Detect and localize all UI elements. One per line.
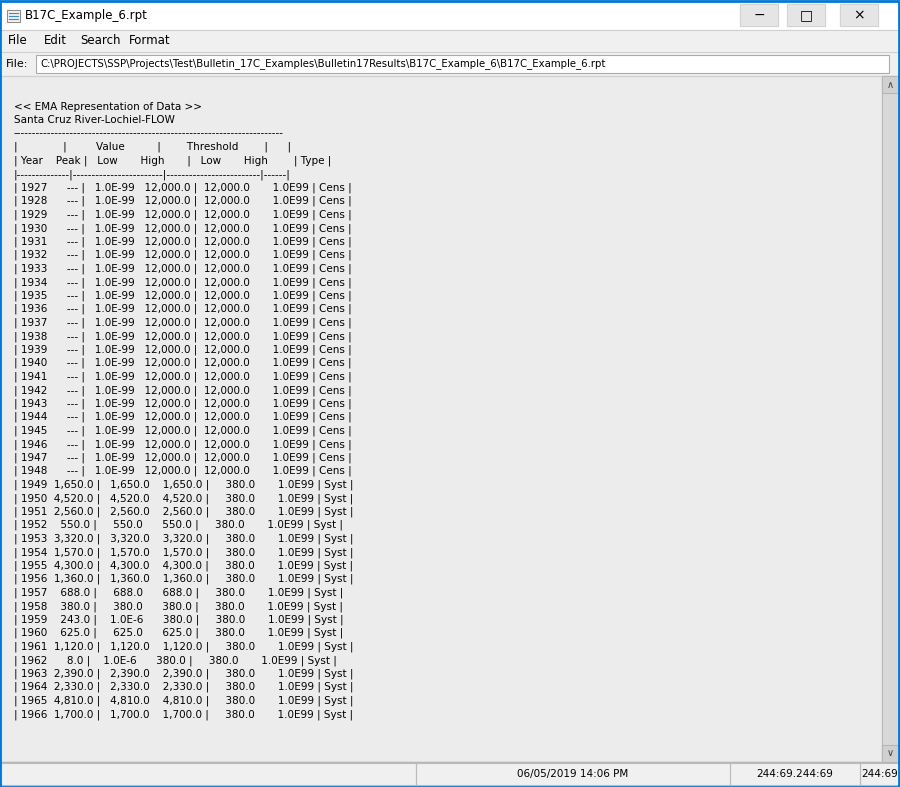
Text: | 1954  1,570.0 |   1,570.0    1,570.0 |     380.0       1.0E99 | Syst |: | 1954 1,570.0 | 1,570.0 1,570.0 | 380.0… xyxy=(14,547,354,557)
Text: | 1950  4,520.0 |   4,520.0    4,520.0 |     380.0       1.0E99 | Syst |: | 1950 4,520.0 | 4,520.0 4,520.0 | 380.0… xyxy=(14,493,354,504)
Text: | 1945      --- |   1.0E-99   12,000.0 |  12,000.0       1.0E99 | Cens |: | 1945 --- | 1.0E-99 12,000.0 | 12,000.0… xyxy=(14,426,352,436)
Text: | 1957    688.0 |     688.0      688.0 |     380.0       1.0E99 | Syst |: | 1957 688.0 | 688.0 688.0 | 380.0 1.0E9… xyxy=(14,588,344,598)
Text: File: File xyxy=(8,35,28,47)
Bar xyxy=(860,763,899,785)
Text: | 1960    625.0 |     625.0      625.0 |     380.0       1.0E99 | Syst |: | 1960 625.0 | 625.0 625.0 | 380.0 1.0E9… xyxy=(14,628,343,638)
Text: | 1937      --- |   1.0E-99   12,000.0 |  12,000.0       1.0E99 | Cens |: | 1937 --- | 1.0E-99 12,000.0 | 12,000.0… xyxy=(14,317,352,328)
Bar xyxy=(730,763,860,785)
Text: | 1951  2,560.0 |   2,560.0    2,560.0 |     380.0       1.0E99 | Syst |: | 1951 2,560.0 | 2,560.0 2,560.0 | 380.0… xyxy=(14,507,354,517)
Bar xyxy=(1,763,416,785)
Text: | 1931      --- |   1.0E-99   12,000.0 |  12,000.0       1.0E99 | Cens |: | 1931 --- | 1.0E-99 12,000.0 | 12,000.0… xyxy=(14,237,352,247)
Bar xyxy=(787,4,825,26)
Text: | Year    Peak |   Low       High       |   Low       High        | Type |: | Year Peak | Low High | Low High | Type… xyxy=(14,156,331,166)
Text: | 1927      --- |   1.0E-99   12,000.0 |  12,000.0       1.0E99 | Cens |: | 1927 --- | 1.0E-99 12,000.0 | 12,000.0… xyxy=(14,183,352,193)
Text: | 1941      --- |   1.0E-99   12,000.0 |  12,000.0       1.0E99 | Cens |: | 1941 --- | 1.0E-99 12,000.0 | 12,000.0… xyxy=(14,371,352,382)
Text: C:\PROJECTS\SSP\Projects\Test\Bulletin_17C_Examples\Bulletin17Results\B17C_Examp: C:\PROJECTS\SSP\Projects\Test\Bulletin_1… xyxy=(40,58,606,69)
Text: B17C_Example_6.rpt: B17C_Example_6.rpt xyxy=(25,9,148,21)
Bar xyxy=(1,76,882,762)
Text: | 1966  1,700.0 |   1,700.0    1,700.0 |     380.0       1.0E99 | Syst |: | 1966 1,700.0 | 1,700.0 1,700.0 | 380.0… xyxy=(14,709,353,719)
Text: | 1955  4,300.0 |   4,300.0    4,300.0 |     380.0       1.0E99 | Syst |: | 1955 4,300.0 | 4,300.0 4,300.0 | 380.0… xyxy=(14,560,353,571)
Text: | 1956  1,360.0 |   1,360.0    1,360.0 |     380.0       1.0E99 | Syst |: | 1956 1,360.0 | 1,360.0 1,360.0 | 380.0… xyxy=(14,574,354,585)
Text: << EMA Representation of Data >>: << EMA Representation of Data >> xyxy=(14,102,202,112)
Text: | 1936      --- |   1.0E-99   12,000.0 |  12,000.0       1.0E99 | Cens |: | 1936 --- | 1.0E-99 12,000.0 | 12,000.0… xyxy=(14,304,352,315)
Text: | 1932      --- |   1.0E-99   12,000.0 |  12,000.0       1.0E99 | Cens |: | 1932 --- | 1.0E-99 12,000.0 | 12,000.0… xyxy=(14,250,352,260)
Text: 244:69.244:69: 244:69.244:69 xyxy=(757,769,833,779)
Text: | 1947      --- |   1.0E-99   12,000.0 |  12,000.0       1.0E99 | Cens |: | 1947 --- | 1.0E-99 12,000.0 | 12,000.0… xyxy=(14,453,352,463)
Bar xyxy=(416,763,730,785)
Text: | 1961  1,120.0 |   1,120.0    1,120.0 |     380.0       1.0E99 | Syst |: | 1961 1,120.0 | 1,120.0 1,120.0 | 380.0… xyxy=(14,641,354,652)
Text: Edit: Edit xyxy=(44,35,67,47)
Text: Santa Cruz River-Lochiel-FLOW: Santa Cruz River-Lochiel-FLOW xyxy=(14,115,175,125)
Bar xyxy=(1,76,882,762)
Text: File:: File: xyxy=(6,59,29,69)
Bar xyxy=(740,4,778,26)
Bar xyxy=(740,4,778,26)
Text: |--------------|------------------------|-------------------------|------|: |--------------|------------------------… xyxy=(14,169,291,179)
Text: 06/05/2019 14:06 PM: 06/05/2019 14:06 PM xyxy=(518,769,628,779)
Bar xyxy=(882,76,899,762)
Bar xyxy=(7,10,20,22)
Text: | 1964  2,330.0 |   2,330.0    2,330.0 |     380.0       1.0E99 | Syst |: | 1964 2,330.0 | 2,330.0 2,330.0 | 380.0… xyxy=(14,682,354,693)
Bar xyxy=(860,763,899,785)
Bar xyxy=(1,1,899,30)
Text: −: − xyxy=(753,8,765,22)
Text: ×: × xyxy=(853,8,865,22)
Bar xyxy=(1,763,416,785)
Text: ∨: ∨ xyxy=(886,748,894,759)
Bar xyxy=(36,55,889,73)
Text: | 1953  3,320.0 |   3,320.0    3,320.0 |     380.0       1.0E99 | Syst |: | 1953 3,320.0 | 3,320.0 3,320.0 | 380.0… xyxy=(14,534,354,544)
Bar xyxy=(882,76,899,93)
Text: | 1934      --- |   1.0E-99   12,000.0 |  12,000.0       1.0E99 | Cens |: | 1934 --- | 1.0E-99 12,000.0 | 12,000.0… xyxy=(14,277,352,287)
Text: | 1958    380.0 |     380.0      380.0 |     380.0       1.0E99 | Syst |: | 1958 380.0 | 380.0 380.0 | 380.0 1.0E9… xyxy=(14,601,343,611)
Text: ------------------------------------------------------------------------: ----------------------------------------… xyxy=(14,128,284,139)
Text: □: □ xyxy=(799,8,813,22)
Bar xyxy=(1,52,899,76)
Text: | 1959    243.0 |    1.0E-6      380.0 |     380.0       1.0E99 | Syst |: | 1959 243.0 | 1.0E-6 380.0 | 380.0 1.0E… xyxy=(14,615,344,625)
Bar xyxy=(840,4,878,26)
Bar xyxy=(416,763,730,785)
Text: | 1944      --- |   1.0E-99   12,000.0 |  12,000.0       1.0E99 | Cens |: | 1944 --- | 1.0E-99 12,000.0 | 12,000.0… xyxy=(14,412,352,423)
Text: | 1938      --- |   1.0E-99   12,000.0 |  12,000.0       1.0E99 | Cens |: | 1938 --- | 1.0E-99 12,000.0 | 12,000.0… xyxy=(14,331,352,342)
Text: | 1952    550.0 |     550.0      550.0 |     380.0       1.0E99 | Syst |: | 1952 550.0 | 550.0 550.0 | 380.0 1.0E9… xyxy=(14,520,343,530)
Text: |              |         Value          |        Threshold        |      |: | | Value | Threshold | | xyxy=(14,142,291,153)
Text: | 1939      --- |   1.0E-99   12,000.0 |  12,000.0       1.0E99 | Cens |: | 1939 --- | 1.0E-99 12,000.0 | 12,000.0… xyxy=(14,345,352,355)
Text: 244:69: 244:69 xyxy=(861,769,898,779)
Text: | 1963  2,390.0 |   2,390.0    2,390.0 |     380.0       1.0E99 | Syst |: | 1963 2,390.0 | 2,390.0 2,390.0 | 380.0… xyxy=(14,668,354,679)
Text: | 1940      --- |   1.0E-99   12,000.0 |  12,000.0       1.0E99 | Cens |: | 1940 --- | 1.0E-99 12,000.0 | 12,000.0… xyxy=(14,358,352,368)
Text: | 1948      --- |   1.0E-99   12,000.0 |  12,000.0       1.0E99 | Cens |: | 1948 --- | 1.0E-99 12,000.0 | 12,000.0… xyxy=(14,466,352,476)
Bar xyxy=(730,763,860,785)
Text: | 1928      --- |   1.0E-99   12,000.0 |  12,000.0       1.0E99 | Cens |: | 1928 --- | 1.0E-99 12,000.0 | 12,000.0… xyxy=(14,196,352,206)
Text: | 1943      --- |   1.0E-99   12,000.0 |  12,000.0       1.0E99 | Cens |: | 1943 --- | 1.0E-99 12,000.0 | 12,000.0… xyxy=(14,398,352,409)
Text: | 1946      --- |   1.0E-99   12,000.0 |  12,000.0       1.0E99 | Cens |: | 1946 --- | 1.0E-99 12,000.0 | 12,000.0… xyxy=(14,439,352,449)
Bar xyxy=(787,4,825,26)
Bar xyxy=(840,4,878,26)
Text: | 1965  4,810.0 |   4,810.0    4,810.0 |     380.0       1.0E99 | Syst |: | 1965 4,810.0 | 4,810.0 4,810.0 | 380.0… xyxy=(14,696,354,706)
Bar xyxy=(36,55,889,73)
Bar xyxy=(7,10,20,22)
Bar xyxy=(1,30,899,52)
Bar xyxy=(882,76,899,93)
Text: ∧: ∧ xyxy=(886,79,894,90)
Text: | 1929      --- |   1.0E-99   12,000.0 |  12,000.0       1.0E99 | Cens |: | 1929 --- | 1.0E-99 12,000.0 | 12,000.0… xyxy=(14,209,352,220)
Text: | 1942      --- |   1.0E-99   12,000.0 |  12,000.0       1.0E99 | Cens |: | 1942 --- | 1.0E-99 12,000.0 | 12,000.0… xyxy=(14,385,352,396)
Text: | 1933      --- |   1.0E-99   12,000.0 |  12,000.0       1.0E99 | Cens |: | 1933 --- | 1.0E-99 12,000.0 | 12,000.0… xyxy=(14,264,352,274)
Bar xyxy=(882,76,899,762)
Text: | 1930      --- |   1.0E-99   12,000.0 |  12,000.0       1.0E99 | Cens |: | 1930 --- | 1.0E-99 12,000.0 | 12,000.0… xyxy=(14,223,352,234)
Bar xyxy=(882,745,899,762)
Text: | 1949  1,650.0 |   1,650.0    1,650.0 |     380.0       1.0E99 | Syst |: | 1949 1,650.0 | 1,650.0 1,650.0 | 380.0… xyxy=(14,479,354,490)
Bar xyxy=(882,745,899,762)
Text: Search: Search xyxy=(80,35,121,47)
Text: | 1935      --- |   1.0E-99   12,000.0 |  12,000.0       1.0E99 | Cens |: | 1935 --- | 1.0E-99 12,000.0 | 12,000.0… xyxy=(14,290,352,301)
Text: | 1962      8.0 |    1.0E-6      380.0 |     380.0       1.0E99 | Syst |: | 1962 8.0 | 1.0E-6 380.0 | 380.0 1.0E99… xyxy=(14,655,337,666)
Text: Format: Format xyxy=(129,35,171,47)
Bar xyxy=(1,762,899,786)
